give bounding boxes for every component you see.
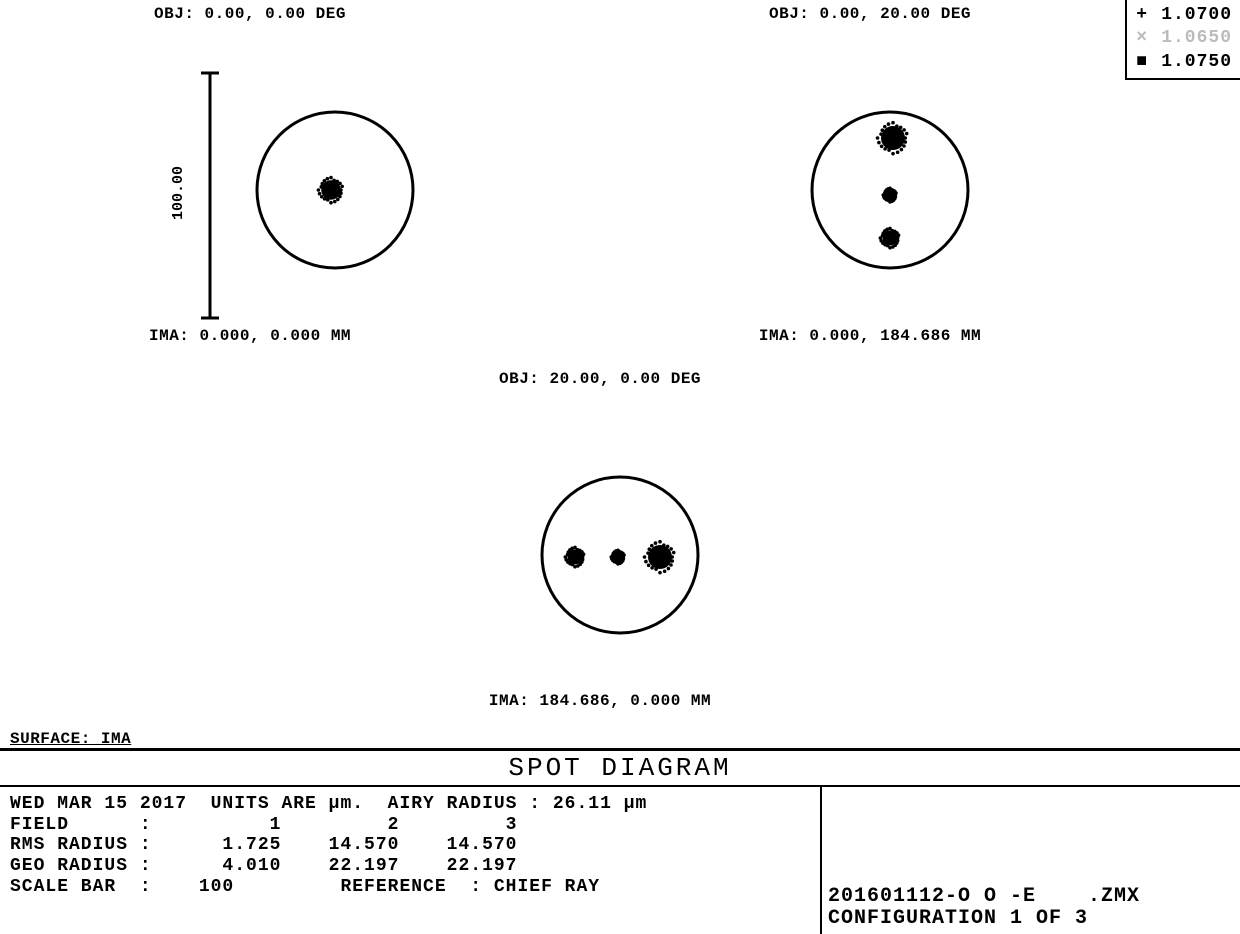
spot-svg: [390, 370, 810, 710]
scale-bar-label: 100.00: [170, 166, 187, 220]
configuration-line: CONFIGURATION 1 OF 3: [828, 908, 1234, 930]
ray-cluster: [317, 176, 344, 205]
ray-cluster: [643, 540, 676, 575]
ray-cluster: [876, 121, 909, 156]
legend-item: ■ 1.0750: [1135, 51, 1232, 74]
spot-panel-field2: OBJ: 0.00, 20.00 DEGIMA: 0.000, 184.686 …: [660, 5, 1080, 345]
legend-marker-x: ×: [1135, 27, 1149, 50]
legend-value: 1.0700: [1161, 4, 1232, 27]
surface-label: SURFACE: IMA: [10, 730, 131, 748]
ray-cluster: [564, 546, 586, 569]
ray-cluster: [881, 187, 897, 204]
spot-panel-field3: OBJ: 20.00, 0.00 DEGIMA: 184.686, 0.000 …: [390, 370, 810, 710]
spot-panel-field1: OBJ: 0.00, 0.00 DEGIMA: 0.000, 0.000 MM1…: [40, 5, 460, 345]
legend-item: + 1.0700: [1135, 4, 1232, 27]
ray-cluster: [879, 227, 901, 250]
footer-data-block: WED MAR 15 2017 UNITS ARE µm. AIRY RADIU…: [0, 786, 820, 934]
legend-item: × 1.0650: [1135, 27, 1232, 50]
scale-bar: [190, 68, 230, 323]
diagram-title: SPOT DIAGRAM: [0, 748, 1240, 787]
footer-file-block: 201601112-O O -E .ZMX CONFIGURATION 1 OF…: [820, 786, 1240, 934]
legend-marker-square: ■: [1135, 51, 1149, 74]
legend-value: 1.0750: [1161, 51, 1232, 74]
legend-value: 1.0650: [1161, 27, 1232, 50]
spot-svg: [660, 5, 1080, 345]
ray-cluster: [609, 549, 625, 566]
wavelength-legend: + 1.0700 × 1.0650 ■ 1.0750: [1125, 0, 1240, 80]
footer: WED MAR 15 2017 UNITS ARE µm. AIRY RADIU…: [0, 786, 1240, 934]
spot-svg: [40, 5, 460, 345]
legend-marker-plus: +: [1135, 4, 1149, 27]
file-name: 201601112-O O -E .ZMX: [828, 886, 1234, 908]
